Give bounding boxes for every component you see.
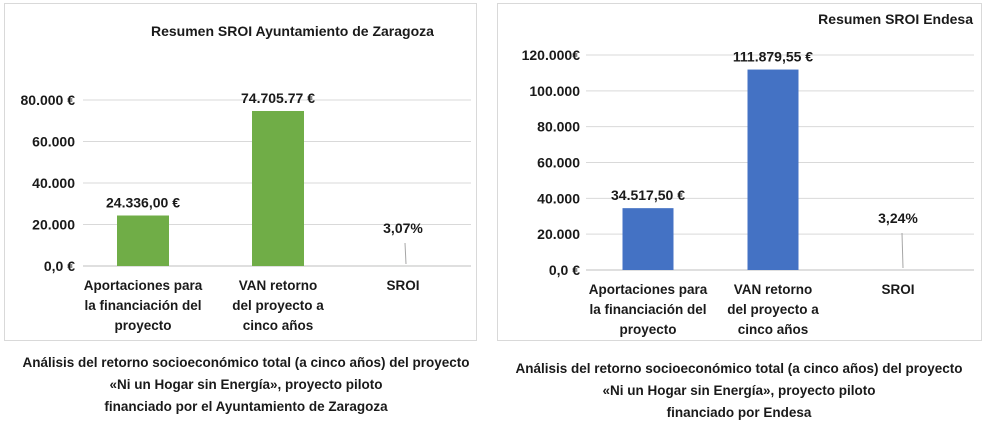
leader-line xyxy=(404,242,407,265)
category-label: VAN retorno del proyecto a cinco años xyxy=(232,278,324,333)
caption-line: financiado por Endesa xyxy=(666,405,812,420)
category-label-line: cinco años xyxy=(738,322,809,337)
y-tick-label: 20.000 xyxy=(537,226,580,242)
category-label: SROI xyxy=(881,282,914,297)
category-label: Aportaciones para la financiación del proy… xyxy=(84,278,203,333)
category-label-line: SROI xyxy=(386,278,419,293)
caption-line: «Ni un Hogar sin Energía», proyecto pilo… xyxy=(109,377,383,392)
category-label-line: VAN retorno xyxy=(239,278,318,293)
data-label: 24.336,00 € xyxy=(106,195,180,211)
bar xyxy=(747,69,799,271)
bar xyxy=(622,208,674,270)
caption-line: Análisis del retorno socioeconómico tota… xyxy=(515,361,963,376)
category-label-line: SROI xyxy=(881,282,914,297)
data-label: 74.705.77 € xyxy=(241,90,315,106)
category-label: SROI xyxy=(386,278,419,293)
category-label-line: la financiación del xyxy=(84,298,201,313)
y-tick-label: 80.000 xyxy=(537,119,580,135)
y-tick-label: 80.000 € xyxy=(21,92,76,108)
category-label-line: la financiación del xyxy=(589,302,706,317)
y-tick-label: 40.000 xyxy=(32,175,75,191)
data-label: 34.517,50 € xyxy=(611,187,685,203)
category-label-line: del proyecto a xyxy=(232,298,324,313)
category-label-line: Aportaciones para xyxy=(589,282,708,297)
chart-svg-endesa: Resumen SROI Endesa 0,0 € 20.000 40.000 60.0… xyxy=(522,11,974,337)
y-tick-label: 120.000€ xyxy=(522,47,581,63)
y-tick-label: 0,0 € xyxy=(549,262,580,278)
caption-endesa: Análisis del retorno socioeconómico tota… xyxy=(492,358,986,424)
category-label-line: Aportaciones para xyxy=(84,278,203,293)
bar xyxy=(117,215,169,266)
category-label-line: proyecto xyxy=(114,318,171,333)
y-tick-label: 60.000 xyxy=(32,134,75,150)
chart-title: Resumen SROI Endesa xyxy=(818,11,973,27)
data-label: 111.879,55 € xyxy=(733,49,813,65)
caption-line: financiado por el Ayuntamiento de Zarago… xyxy=(104,399,388,414)
category-label: Aportaciones para la financiación del proy… xyxy=(589,282,708,337)
chart-panel-endesa: Resumen SROI Endesa 0,0 € 20.000 40.000 60.0… xyxy=(497,3,982,341)
bar xyxy=(252,110,304,266)
caption-line: Análisis del retorno socioeconómico tota… xyxy=(22,355,470,370)
category-label-line: cinco años xyxy=(243,318,314,333)
chart-panel-zaragoza: Resumen SROI Ayuntamiento de Zaragoza 0,0… xyxy=(4,3,477,341)
chart-title: Resumen SROI Ayuntamiento de Zaragoza xyxy=(151,23,434,39)
data-label: 3,24% xyxy=(878,210,918,226)
y-tick-label: 60.000 xyxy=(537,155,580,171)
y-tick-label: 40.000 xyxy=(537,190,580,206)
y-tick-label: 100.000 xyxy=(529,83,580,99)
y-tick-label: 20.000 xyxy=(32,217,75,233)
category-label: VAN retorno del proyecto a cinco años xyxy=(727,282,819,337)
category-label-line: del proyecto a xyxy=(727,302,819,317)
chart-svg-zaragoza: Resumen SROI Ayuntamiento de Zaragoza 0,0… xyxy=(21,23,471,333)
category-label-line: proyecto xyxy=(619,322,676,337)
caption-line: «Ni un Hogar sin Energía», proyecto pilo… xyxy=(602,383,876,398)
y-tick-label: 0,0 € xyxy=(44,258,75,274)
data-label: 3,07% xyxy=(383,220,423,236)
category-label-line: VAN retorno xyxy=(734,282,813,297)
caption-zaragoza: Análisis del retorno socioeconómico tota… xyxy=(0,352,492,418)
leader-line xyxy=(901,232,904,269)
